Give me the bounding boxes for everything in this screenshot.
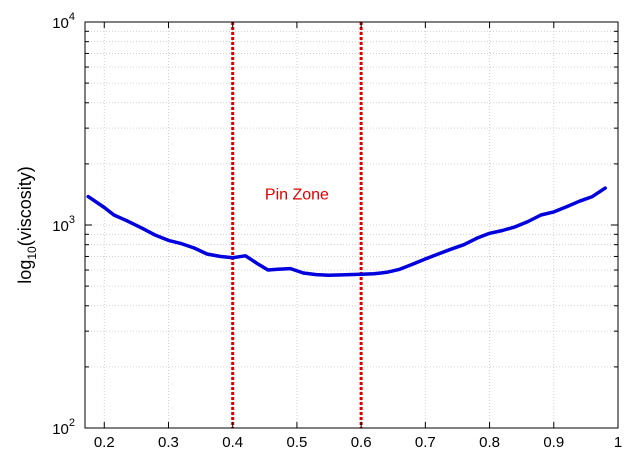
y-tick-labels: 102 103 104: [52, 11, 75, 438]
x-tick-labels: 0.2 0.3 0.4 0.5 0.6 0.7 0.8 0.9 1: [94, 434, 622, 451]
grid: [85, 22, 619, 428]
tick-marks: [85, 21, 619, 429]
x-tick-label: 0.4: [222, 434, 243, 451]
x-tick-label: 1: [614, 434, 622, 451]
viscosity-line: [86, 186, 607, 278]
x-tick-label: 0.8: [479, 434, 500, 451]
x-tick-label: 0.9: [543, 434, 564, 451]
zone-boundaries: [231, 22, 363, 428]
y-tick-label: 103: [52, 214, 75, 235]
x-tick-label: 0.2: [94, 434, 115, 451]
x-tick-label: 0.7: [415, 434, 436, 451]
x-tick-label: 0.3: [158, 434, 179, 451]
annotations: Pin Zone: [265, 186, 329, 203]
y-tick-label: 104: [52, 11, 75, 32]
x-tick-label: 0.6: [351, 434, 372, 451]
y-tick-label: 102: [52, 417, 75, 438]
pin-zone-label: Pin Zone: [265, 186, 329, 203]
y-axis-label: log10(viscosity): [15, 166, 39, 283]
series-layer: [86, 186, 607, 278]
x-tick-label: 0.5: [286, 434, 307, 451]
